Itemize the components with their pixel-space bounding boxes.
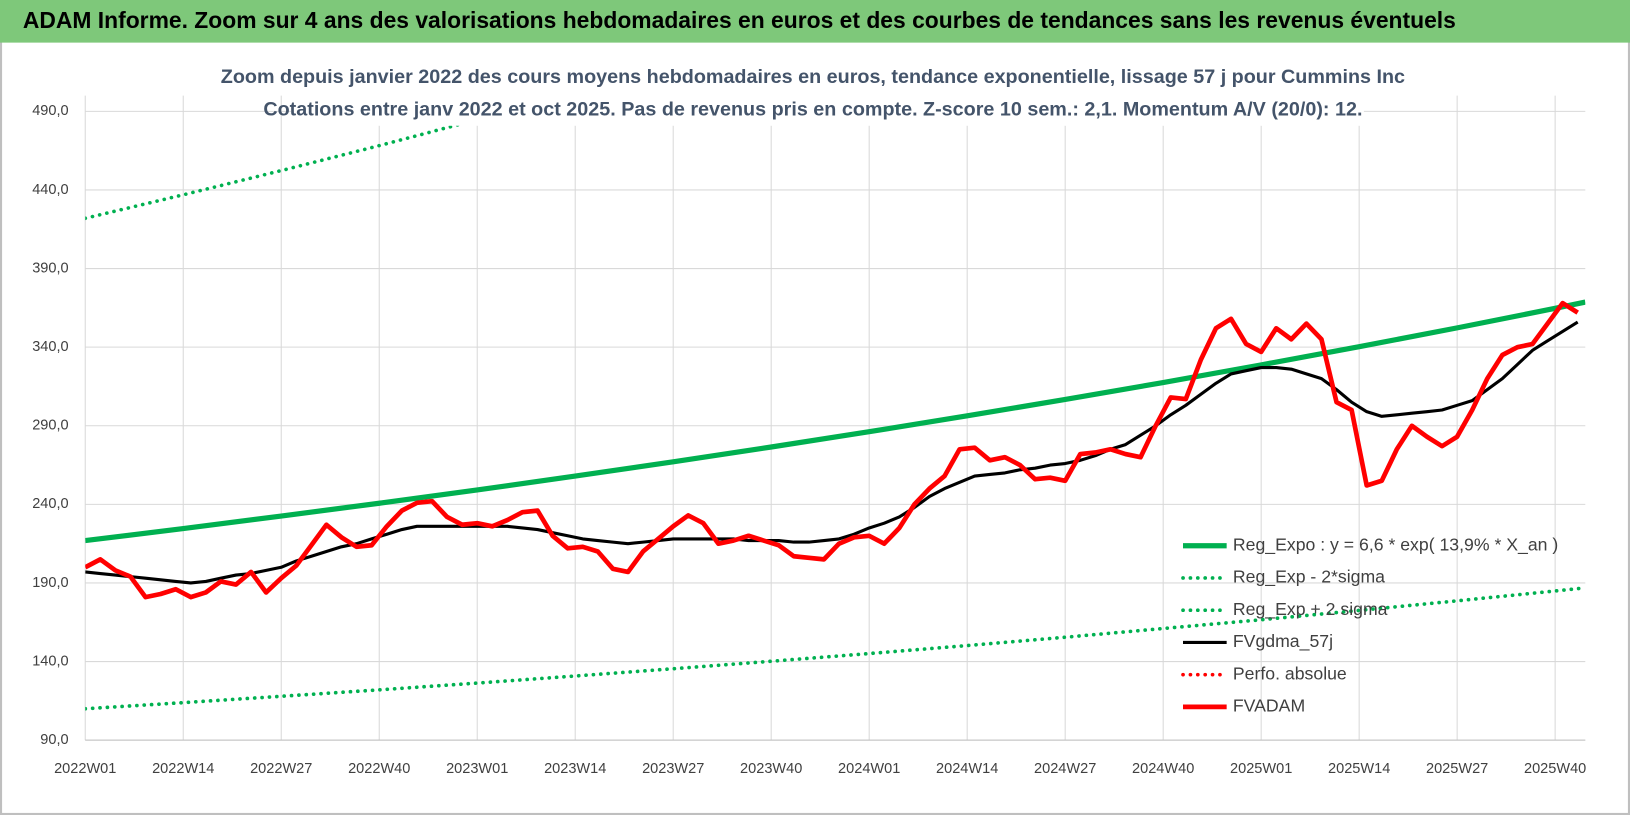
series-line <box>85 300 1579 600</box>
legend-label: Reg_Exp - 2*sigma <box>1233 567 1385 588</box>
legend-label: FVgdma_57j <box>1233 631 1333 652</box>
x-tick-label: 2025W40 <box>1524 761 1586 777</box>
y-tick-label: 440,0 <box>32 182 68 198</box>
y-tick-label: 140,0 <box>32 653 68 669</box>
y-tick-label: 340,0 <box>32 339 68 355</box>
series-line <box>85 299 1586 544</box>
y-tick-label: 90,0 <box>40 732 68 748</box>
legend: Reg_Expo : y = 6,6 * exp( 13,9% * X_an )… <box>1181 534 1558 716</box>
x-tick-label: 2024W40 <box>1132 761 1194 777</box>
subtitle-bg <box>261 62 1362 94</box>
x-tick-label: 2022W01 <box>54 761 116 777</box>
subtitle: Zoom depuis janvier 2022 des cours moyen… <box>221 66 1405 88</box>
header-bar <box>0 0 1630 43</box>
legend-label: Perfo. absolue <box>1233 663 1347 683</box>
x-tick-label: 2024W27 <box>1034 761 1096 777</box>
y-tick-label: 390,0 <box>32 260 68 276</box>
y-tick-label: 290,0 <box>32 418 68 434</box>
legend-label: FVADAM <box>1233 696 1305 716</box>
x-tick-label: 2023W01 <box>446 761 508 777</box>
x-tick-label: 2025W14 <box>1328 761 1390 777</box>
x-tick-label: 2022W27 <box>250 761 312 777</box>
x-tick-label: 2023W40 <box>740 761 802 777</box>
x-tick-label: 2024W01 <box>838 761 900 777</box>
x-tick-label: 2025W27 <box>1426 761 1488 777</box>
subtitle-bg <box>291 94 1364 126</box>
legend-label: Reg_Expo : y = 6,6 * exp( 13,9% * X_an ) <box>1233 534 1558 555</box>
chart-title: ADAM Informe. Zoom sur 4 ans des valoris… <box>23 7 1456 33</box>
y-tick-label: 190,0 <box>32 575 68 591</box>
subtitle: Cotations entre janv 2022 et oct 2025. P… <box>263 98 1362 120</box>
series-line <box>85 320 1579 585</box>
x-tick-label: 2025W01 <box>1230 761 1292 777</box>
x-tick-label: 2022W40 <box>348 761 410 777</box>
x-tick-label: 2024W14 <box>936 761 998 777</box>
plot-area: 90,0 140,0 190,0 240,0 290,0 340,0 390,0 440,0 4… <box>32 95 1586 777</box>
legend-label: Reg_Exp + 2 sigma <box>1233 599 1388 620</box>
x-tick-label: 2022W14 <box>152 761 214 777</box>
x-tick-label: 2023W14 <box>544 761 606 777</box>
x-tick-label: 2023W27 <box>642 761 704 777</box>
y-tick-label: 490,0 <box>32 103 68 119</box>
y-tick-label: 240,0 <box>32 496 68 512</box>
